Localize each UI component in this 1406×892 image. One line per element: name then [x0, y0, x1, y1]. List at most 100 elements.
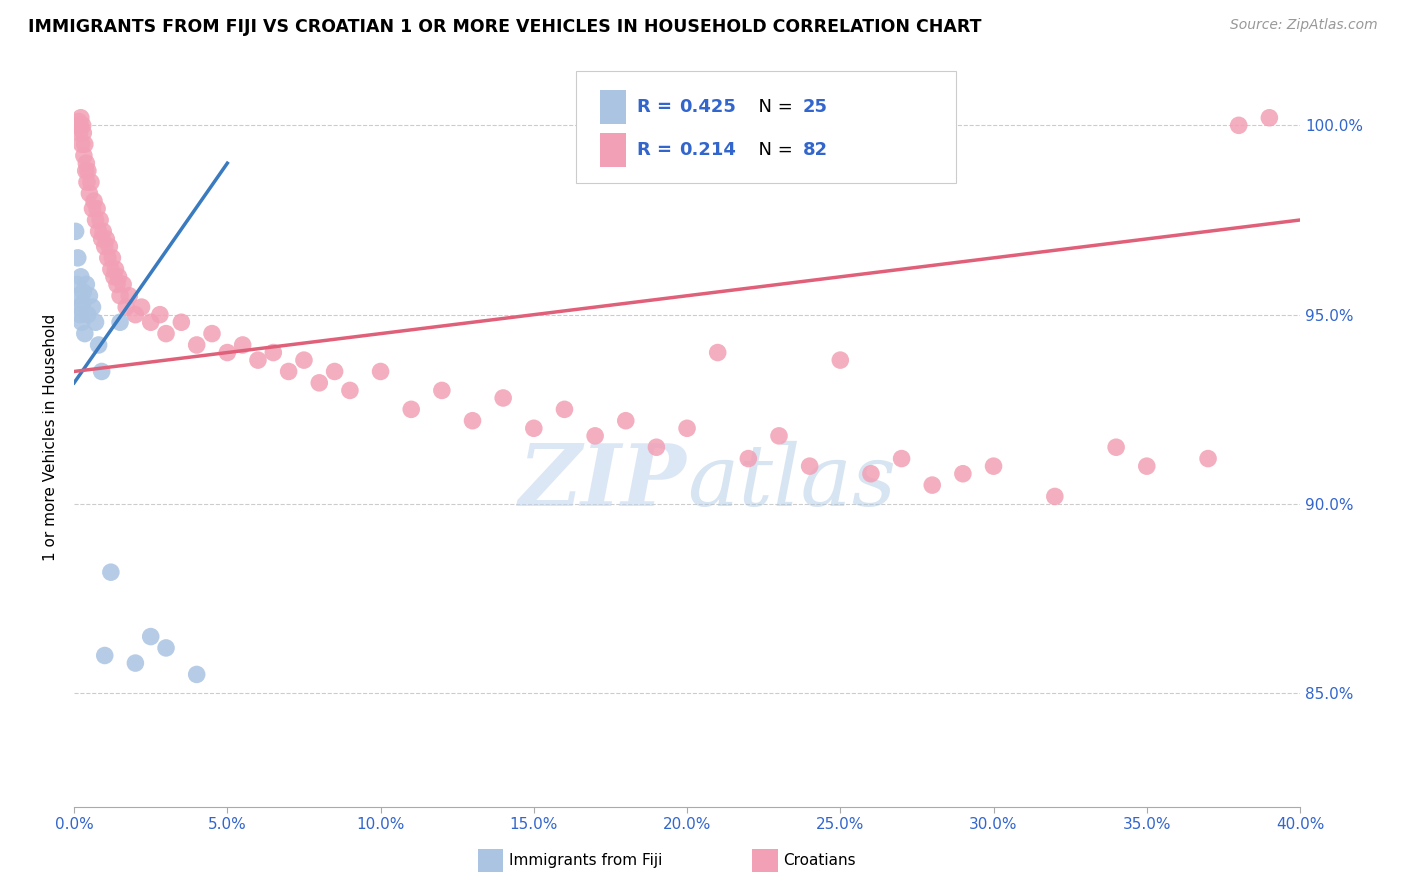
Point [75, 156, 97, 170]
Text: R =: R = [637, 97, 678, 116]
Point [1227, 118, 1250, 132]
Point [246, 353, 269, 368]
Y-axis label: 1 or more Vehicles in Household: 1 or more Vehicles in Household [44, 314, 58, 561]
Point [108, 315, 131, 329]
Point [72, 126, 94, 140]
Point [149, 308, 172, 322]
Point [430, 384, 453, 398]
Point [80, 175, 103, 189]
Point [86, 202, 108, 216]
Point [1258, 111, 1281, 125]
Point [292, 353, 315, 368]
Point [91, 224, 114, 238]
Point [676, 421, 699, 435]
Point [82, 300, 104, 314]
Point [77, 163, 100, 178]
Point [768, 429, 790, 443]
Point [461, 414, 484, 428]
Point [79, 289, 101, 303]
Point [79, 186, 101, 201]
Text: N =: N = [747, 97, 799, 116]
Point [107, 269, 129, 284]
Point [118, 289, 141, 303]
Point [70, 315, 93, 329]
Point [69, 308, 91, 322]
Text: N =: N = [747, 141, 799, 159]
Point [201, 326, 224, 341]
Point [76, 175, 98, 189]
Point [67, 114, 90, 128]
Point [66, 251, 89, 265]
Point [277, 364, 299, 378]
Text: atlas: atlas [688, 441, 896, 524]
Point [90, 364, 112, 378]
Text: 25: 25 [803, 97, 828, 116]
Point [737, 451, 759, 466]
Point [75, 277, 97, 292]
Point [100, 565, 122, 579]
Point [1197, 451, 1219, 466]
Point [83, 194, 105, 208]
Point [370, 364, 392, 378]
Point [73, 148, 96, 162]
Point [492, 391, 515, 405]
Point [1136, 459, 1159, 474]
Point [66, 118, 89, 132]
Point [69, 126, 91, 140]
Point [97, 251, 120, 265]
Point [69, 269, 91, 284]
Point [100, 262, 122, 277]
Point [124, 308, 146, 322]
Point [170, 315, 193, 329]
Point [1105, 440, 1128, 454]
Point [921, 478, 943, 492]
Point [155, 640, 177, 655]
Point [69, 111, 91, 125]
Point [105, 277, 128, 292]
Point [108, 289, 131, 303]
Point [115, 300, 138, 314]
Point [308, 376, 330, 390]
Text: 0.425: 0.425 [679, 97, 735, 116]
Point [98, 239, 121, 253]
Point [70, 137, 93, 152]
Point [523, 421, 546, 435]
Text: 0.214: 0.214 [679, 141, 735, 159]
Point [101, 251, 124, 265]
Point [323, 364, 346, 378]
Point [72, 296, 94, 310]
Text: Croatians: Croatians [783, 854, 856, 868]
Point [139, 315, 162, 329]
Point [103, 269, 125, 284]
Point [217, 345, 239, 359]
Point [262, 345, 284, 359]
Point [186, 667, 208, 681]
Point [859, 467, 882, 481]
Point [112, 277, 135, 292]
Point [82, 202, 104, 216]
Point [1043, 490, 1066, 504]
Point [75, 163, 97, 178]
Point [93, 239, 115, 253]
Point [799, 459, 821, 474]
Point [830, 353, 852, 368]
Point [131, 300, 153, 314]
Point [983, 459, 1005, 474]
Point [73, 326, 96, 341]
Point [72, 285, 94, 299]
Point [339, 384, 361, 398]
Point [93, 648, 115, 663]
Point [69, 300, 91, 314]
Point [66, 277, 89, 292]
Point [155, 326, 177, 341]
Point [72, 118, 94, 132]
Point [69, 118, 91, 132]
Point [73, 137, 96, 152]
Text: 82: 82 [803, 141, 828, 159]
Text: IMMIGRANTS FROM FIJI VS CROATIAN 1 OR MORE VEHICLES IN HOUSEHOLD CORRELATION CHA: IMMIGRANTS FROM FIJI VS CROATIAN 1 OR MO… [28, 18, 981, 36]
Point [77, 308, 100, 322]
Point [614, 414, 637, 428]
Text: R =: R = [637, 141, 678, 159]
Text: Immigrants from Fiji: Immigrants from Fiji [509, 854, 662, 868]
Point [84, 315, 107, 329]
